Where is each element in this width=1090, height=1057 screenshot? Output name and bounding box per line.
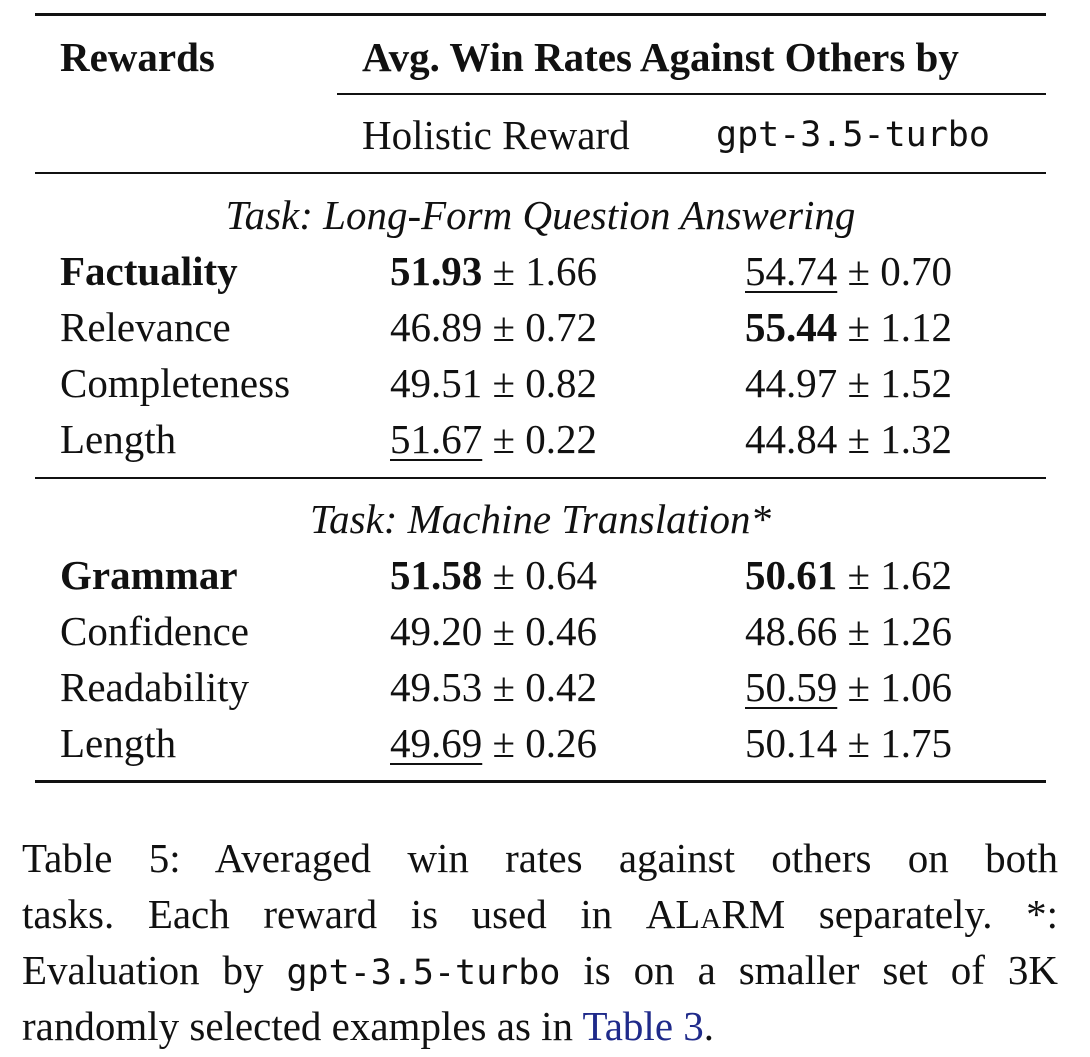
header-col2: gpt-3.5-turbo	[716, 115, 990, 155]
cell-stddev: ± 0.26	[492, 720, 598, 766]
cell-value: 51.67	[390, 416, 483, 462]
table-cell: 49.69 ± 0.26	[390, 723, 597, 764]
group-rule	[337, 93, 1046, 95]
reward-name: Length	[60, 416, 177, 462]
caption-text: Evaluation by	[22, 947, 287, 993]
reward-name: Length	[60, 720, 177, 766]
caption-line-4: randomly selected examples as in Table 3…	[22, 1006, 1058, 1047]
table-cell: 54.74 ± 0.70	[745, 251, 952, 292]
top-rule	[35, 13, 1046, 16]
cell-value: 49.20	[390, 608, 483, 654]
table-cell: 49.51 ± 0.82	[390, 363, 597, 404]
cell-stddev: ± 0.46	[492, 608, 598, 654]
table-cell: 48.66 ± 1.26	[745, 611, 952, 652]
cell-stddev: ± 0.72	[492, 304, 598, 350]
cell-stddev: ± 1.52	[847, 360, 953, 406]
table-3-link[interactable]: Table 3	[582, 1003, 704, 1049]
caption-line-2: tasks. Each reward is used in ALaRM sepa…	[22, 894, 1058, 935]
cell-value: 49.53	[390, 664, 483, 710]
table-cell: 51.67 ± 0.22	[390, 419, 597, 460]
reward-name: Readability	[60, 664, 250, 710]
cell-stddev: ± 1.26	[847, 608, 953, 654]
cell-stddev: ± 0.82	[492, 360, 598, 406]
table-cell: 50.14 ± 1.75	[745, 723, 952, 764]
caption-text: randomly selected examples as in	[22, 1003, 583, 1049]
cell-value: 49.69	[390, 720, 483, 766]
table-cell: 44.84 ± 1.32	[745, 419, 952, 460]
table-cell: 46.89 ± 0.72	[390, 307, 597, 348]
caption-text: .	[703, 1003, 715, 1049]
section-title: Task: Machine Translation*	[310, 496, 771, 542]
cell-stddev: ± 0.70	[847, 248, 953, 294]
cell-stddev: ± 0.22	[492, 416, 598, 462]
caption-text: tasks. Each reward is used in	[22, 891, 646, 937]
cell-value: 49.51	[390, 360, 483, 406]
reward-name: Confidence	[60, 608, 249, 654]
mid-rule-1	[35, 172, 1046, 174]
cell-stddev: ± 1.32	[847, 416, 953, 462]
caption-code: gpt-3.5-turbo	[286, 953, 561, 993]
cell-value: 44.97	[745, 360, 838, 406]
cell-value: 50.59	[745, 664, 838, 710]
cell-stddev: ± 0.64	[492, 552, 598, 598]
mid-rule-2	[35, 477, 1046, 479]
reward-name: Completeness	[60, 360, 291, 406]
caption-text: separately. *:	[785, 891, 1058, 937]
header-col1: Holistic Reward	[362, 112, 630, 158]
reward-name: Relevance	[60, 304, 231, 350]
cell-stddev: ± 1.66	[492, 248, 598, 294]
cell-value: 51.58	[390, 552, 483, 598]
cell-stddev: ± 1.12	[847, 304, 953, 350]
cell-stddev: ± 1.62	[847, 552, 953, 598]
cell-value: 50.14	[745, 720, 838, 766]
reward-name: Grammar	[60, 552, 238, 598]
caption-text: is on a smaller set of 3K	[560, 947, 1058, 993]
cell-value: 46.89	[390, 304, 483, 350]
cell-stddev: ± 1.06	[847, 664, 953, 710]
cell-stddev: ± 1.75	[847, 720, 953, 766]
cell-value: 50.61	[745, 552, 838, 598]
reward-name: Factuality	[60, 248, 238, 294]
table-cell: 49.53 ± 0.42	[390, 667, 597, 708]
table-cell: 51.93 ± 1.66	[390, 251, 597, 292]
cell-value: 54.74	[745, 248, 838, 294]
table-cell: 44.97 ± 1.52	[745, 363, 952, 404]
cell-value: 44.84	[745, 416, 838, 462]
cell-value: 51.93	[390, 248, 483, 294]
cell-value: 48.66	[745, 608, 838, 654]
table-cell: 50.61 ± 1.62	[745, 555, 952, 596]
table-cell: 49.20 ± 0.46	[390, 611, 597, 652]
cell-stddev: ± 0.42	[492, 664, 598, 710]
table-cell: 50.59 ± 1.06	[745, 667, 952, 708]
table-cell: 51.58 ± 0.64	[390, 555, 597, 596]
alarm-name: ALaRM	[645, 891, 786, 937]
table-cell: 55.44 ± 1.12	[745, 307, 952, 348]
cell-value: 55.44	[745, 304, 838, 350]
section-title: Task: Long-Form Question Answering	[225, 192, 856, 238]
bottom-rule	[35, 780, 1046, 783]
caption-line-3: Evaluation by gpt-3.5-turbo is on a smal…	[22, 950, 1058, 991]
caption-line-1: Table 5: Averaged win rates against othe…	[22, 835, 1058, 881]
header-group: Avg. Win Rates Against Others by	[362, 34, 959, 80]
header-rewards: Rewards	[60, 34, 215, 80]
